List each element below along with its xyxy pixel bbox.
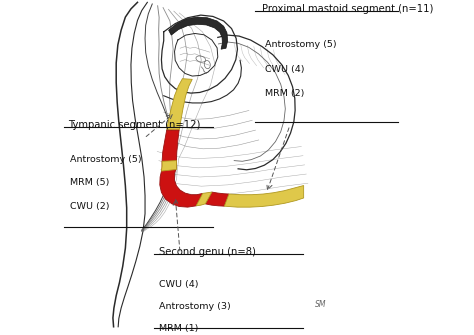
Text: Antrostomy (5): Antrostomy (5) — [70, 155, 142, 164]
Text: MRM (5): MRM (5) — [70, 178, 109, 187]
Text: MRM (1): MRM (1) — [159, 325, 198, 333]
Text: CWU (4): CWU (4) — [265, 65, 305, 74]
Text: Tympanic segment (n=12): Tympanic segment (n=12) — [68, 120, 200, 130]
Text: Second genu (n=8): Second genu (n=8) — [159, 247, 255, 257]
Polygon shape — [196, 192, 212, 206]
Polygon shape — [205, 192, 229, 206]
Text: MRM (2): MRM (2) — [265, 89, 305, 98]
Text: CWU (2): CWU (2) — [70, 202, 110, 211]
Polygon shape — [162, 130, 179, 169]
Text: Antrostomy (5): Antrostomy (5) — [265, 40, 337, 49]
Text: Antrostomy (3): Antrostomy (3) — [159, 302, 230, 311]
Polygon shape — [167, 79, 192, 130]
Text: Proximal mastoid segment (n=11): Proximal mastoid segment (n=11) — [262, 4, 433, 14]
Polygon shape — [162, 160, 176, 171]
Text: SM: SM — [314, 300, 326, 309]
Polygon shape — [169, 17, 228, 49]
Text: CWU (4): CWU (4) — [159, 280, 198, 289]
Polygon shape — [224, 186, 304, 207]
Polygon shape — [160, 167, 203, 207]
